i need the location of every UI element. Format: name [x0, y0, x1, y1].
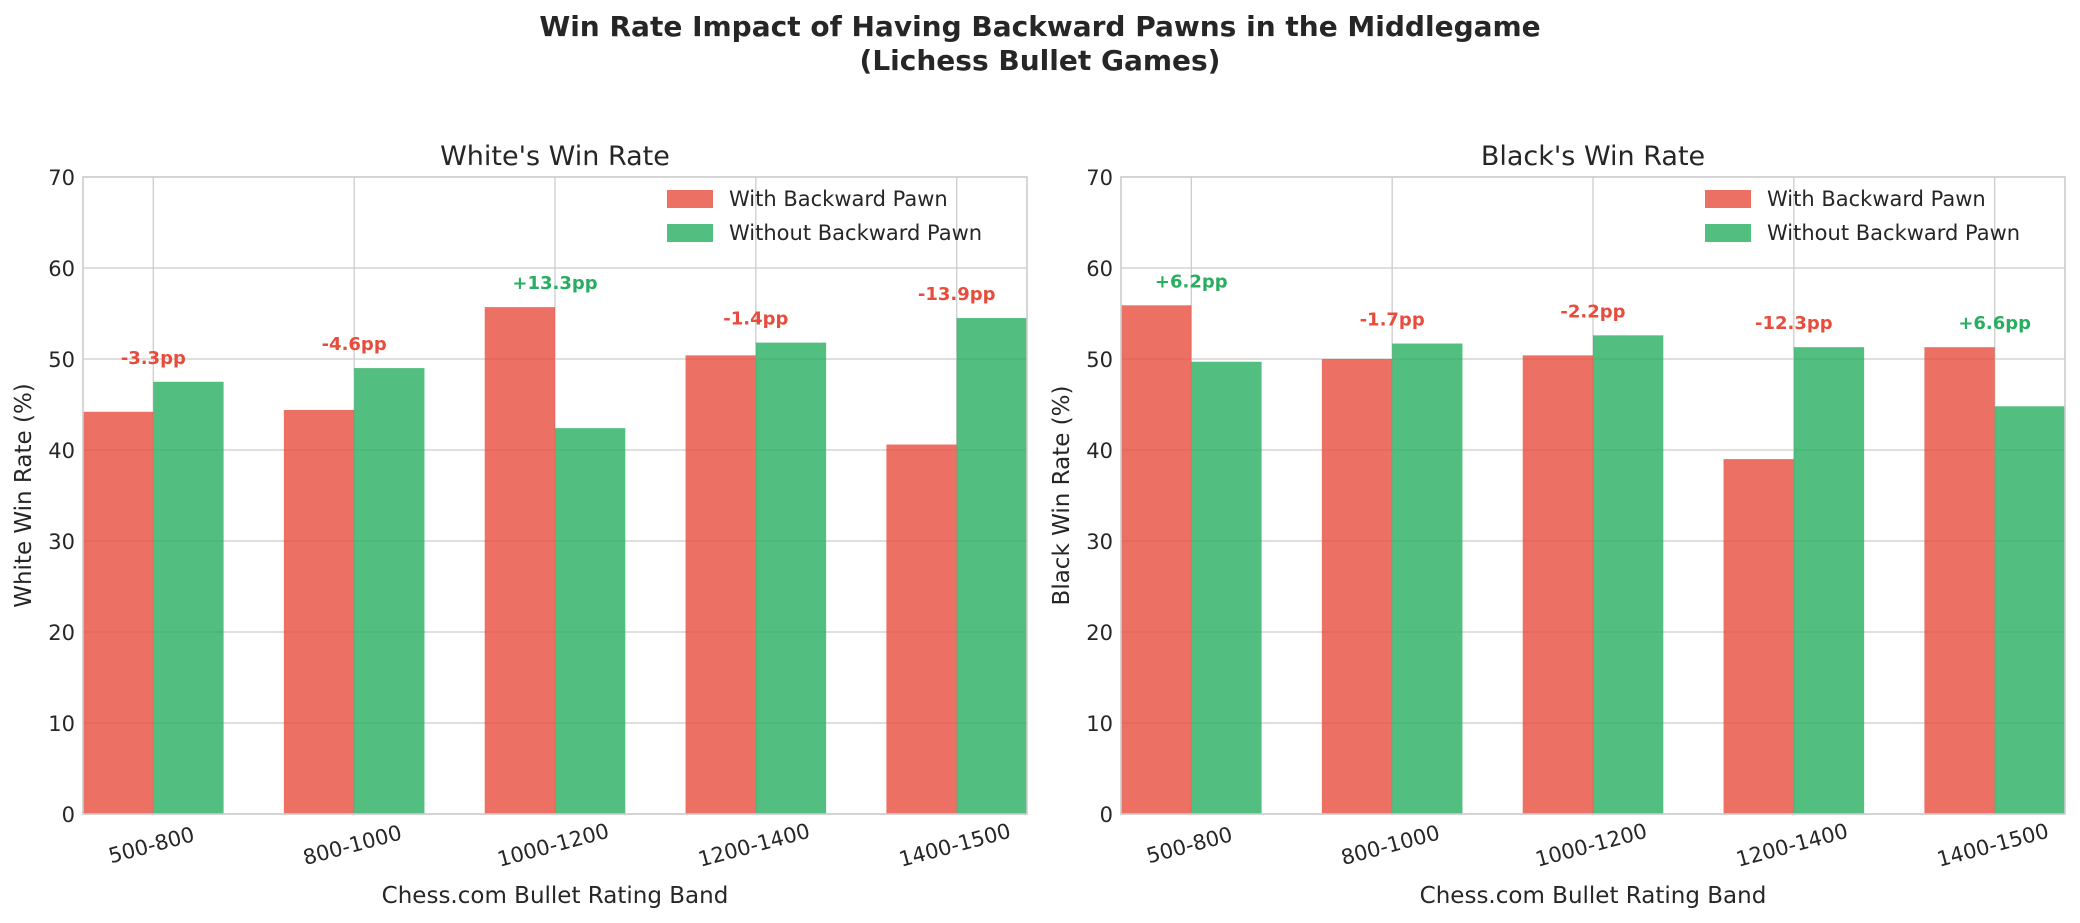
p2-y-tick-label: 60	[1086, 257, 1113, 281]
p1-difference-label: -3.3pp	[121, 348, 186, 369]
p2-axes-frame	[1120, 176, 2066, 815]
p2-bar-with-backward-pawn	[1522, 355, 1593, 814]
p2-x-axis-label: Chess.com Bullet Rating Band	[1420, 883, 1767, 909]
p1-difference-label: -4.6pp	[322, 334, 387, 355]
p1-y-tick-label: 60	[48, 257, 75, 281]
p1-bar-with-backward-pawn	[283, 409, 355, 814]
p1-difference-label: +13.3pp	[512, 273, 597, 294]
p2-difference-label: +6.2pp	[1155, 271, 1228, 292]
p2-bar-without-backward-pawn	[1392, 343, 1463, 814]
p1-bar-with-backward-pawn	[83, 411, 154, 814]
p1-difference-label: -1.4pp	[723, 309, 788, 330]
p1-bar-with-backward-pawn	[484, 307, 555, 814]
p1-x-tick-label: 1400-1500	[897, 819, 1014, 872]
p1-y-tick-label: 40	[48, 439, 75, 463]
figure-subtitle: (Lichess Bullet Games)	[859, 44, 1221, 77]
p1-panel-title: White's Win Rate	[440, 141, 670, 172]
p2-bar-without-backward-pawn	[1793, 347, 1865, 814]
p2-x-tick-label: 500-800	[1144, 822, 1235, 868]
p1-bar-without-backward-pawn	[555, 428, 626, 814]
p2-bar-with-backward-pawn	[1924, 347, 1995, 814]
p2-bar-with-backward-pawn	[1121, 305, 1192, 814]
p1-x-tick-label: 1000-1200	[495, 819, 612, 872]
p2-legend-label: With Backward Pawn	[1767, 187, 1986, 211]
p2-y-axis-label: Black Win Rate (%)	[1049, 386, 1075, 606]
p2-y-tick-label: 10	[1086, 712, 1113, 736]
p1-x-tick-label: 1200-1400	[696, 819, 813, 872]
p2-x-tick-label: 800-1000	[1338, 821, 1442, 870]
p2-panel-title: Black's Win Rate	[1481, 141, 1705, 172]
p2-difference-label: -12.3pp	[1755, 313, 1833, 334]
p1-bar-without-backward-pawn	[956, 318, 1027, 814]
p2-y-tick-label: 50	[1086, 348, 1113, 372]
p2-difference-label: +6.6pp	[1958, 313, 2031, 334]
p1-y-axis-label: White Win Rate (%)	[11, 383, 37, 608]
p1-bar-without-backward-pawn	[755, 342, 827, 814]
p2-x-tick-label: 1400-1500	[1935, 819, 2052, 872]
p1-y-tick-label: 30	[48, 530, 75, 554]
p1-y-tick-label: 10	[48, 712, 75, 736]
p1-y-tick-label: 20	[48, 621, 75, 645]
p2-y-tick-label: 70	[1086, 166, 1113, 190]
p1-x-axis-label: Chess.com Bullet Rating Band	[382, 883, 729, 909]
p1-axes-frame	[82, 176, 1028, 815]
p2-legend-swatch	[1705, 224, 1751, 242]
p1-y-tick-label: 0	[62, 803, 75, 827]
p2-legend-label: Without Backward Pawn	[1767, 221, 2020, 245]
p2-x-tick-label: 1000-1200	[1533, 819, 1650, 872]
p1-y-tick-label: 70	[48, 166, 75, 190]
p1-x-tick-label: 800-1000	[300, 821, 404, 870]
p1-legend-swatch	[667, 190, 713, 208]
p1-legend-label: Without Backward Pawn	[729, 221, 982, 245]
p2-bar-without-backward-pawn	[1593, 335, 1664, 814]
p2-difference-label: -1.7pp	[1360, 310, 1425, 331]
p1-bar-without-backward-pawn	[153, 381, 224, 814]
p1-bar-with-backward-pawn	[685, 355, 756, 814]
p1-legend-swatch	[667, 224, 713, 242]
p2-y-tick-label: 30	[1086, 530, 1113, 554]
p2-bar-without-backward-pawn	[1994, 406, 2065, 814]
p1-y-tick-label: 50	[48, 348, 75, 372]
p1-bar-with-backward-pawn	[886, 444, 957, 814]
p2-y-tick-label: 40	[1086, 439, 1113, 463]
p1-x-tick-label: 500-800	[106, 822, 197, 868]
p2-legend-swatch	[1705, 190, 1751, 208]
p2-bar-without-backward-pawn	[1191, 361, 1262, 814]
p1-legend-label: With Backward Pawn	[729, 187, 948, 211]
p2-difference-label: -2.2pp	[1560, 301, 1625, 322]
p1-bar-without-backward-pawn	[354, 368, 425, 814]
p2-x-tick-label: 1200-1400	[1734, 819, 1851, 872]
p2-bar-with-backward-pawn	[1321, 359, 1393, 814]
p2-bar-with-backward-pawn	[1723, 459, 1794, 814]
p1-difference-label: -13.9pp	[918, 284, 996, 305]
figure-title: Win Rate Impact of Having Backward Pawns…	[539, 10, 1541, 43]
p2-y-tick-label: 0	[1100, 803, 1113, 827]
p2-y-tick-label: 20	[1086, 621, 1113, 645]
